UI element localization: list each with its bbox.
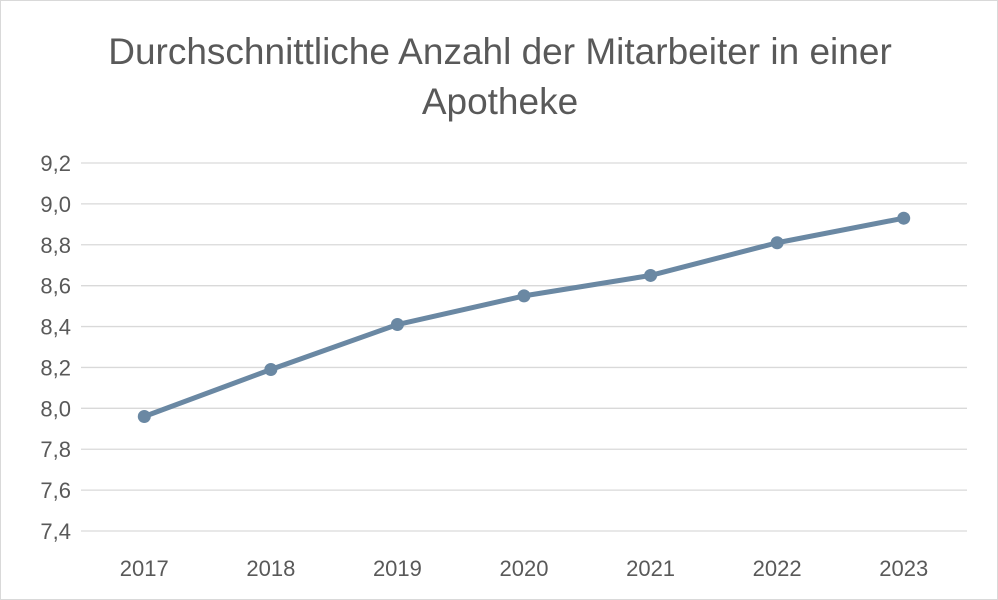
y-tick-label: 8,6 (40, 274, 71, 299)
y-axis: 7,4 7,6 7,8 8,0 8,2 8,4 8,6 8,8 9,0 9,2 (40, 151, 71, 544)
data-point (897, 211, 911, 225)
data-point (390, 318, 404, 332)
x-tick-label: 2018 (246, 556, 295, 581)
y-tick-label: 7,4 (40, 519, 71, 544)
y-tick-label: 8,4 (40, 315, 71, 340)
y-tick-label: 8,0 (40, 396, 71, 421)
data-point (517, 289, 531, 303)
y-tick-label: 7,8 (40, 437, 71, 462)
x-tick-label: 2019 (373, 556, 422, 581)
x-tick-label: 2017 (120, 556, 169, 581)
data-point (137, 410, 151, 424)
chart-title: Durchschnittliche Anzahl der Mitarbeiter… (108, 31, 892, 122)
gridlines (81, 162, 967, 532)
y-tick-label: 9,2 (40, 151, 71, 176)
x-tick-label: 2020 (500, 556, 549, 581)
x-tick-label: 2021 (626, 556, 675, 581)
x-axis: 2017 2018 2019 2020 2021 2022 2023 (120, 556, 928, 581)
y-tick-label: 8,2 (40, 355, 71, 380)
data-point (770, 236, 784, 250)
data-point (644, 268, 658, 282)
series-line (141, 215, 907, 420)
x-tick-label: 2022 (753, 556, 802, 581)
y-tick-label: 7,6 (40, 478, 71, 503)
y-tick-label: 9,0 (40, 192, 71, 217)
data-point (264, 362, 278, 376)
x-tick-label: 2023 (879, 556, 928, 581)
series (137, 211, 911, 424)
y-tick-label: 8,8 (40, 233, 71, 258)
